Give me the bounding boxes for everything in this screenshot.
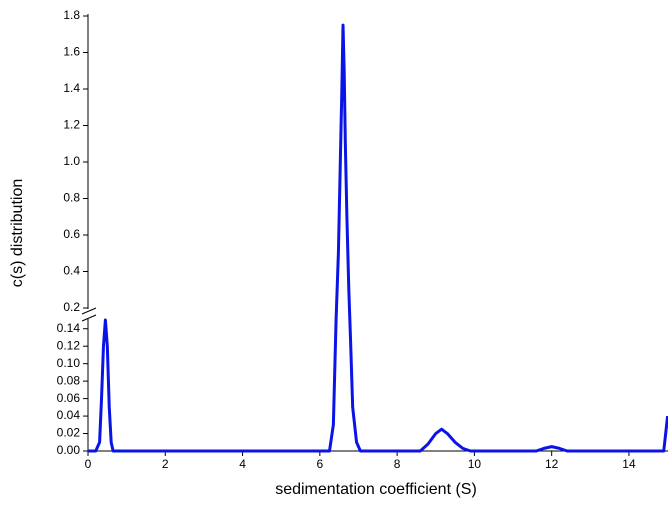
y-tick-label: 0.6 (63, 227, 80, 241)
x-tick-label: 4 (239, 457, 246, 471)
x-tick-label: 2 (162, 457, 169, 471)
x-tick-label: 0 (85, 457, 92, 471)
y-tick-label: 1.8 (63, 8, 80, 22)
y-tick-label: 0.4 (63, 264, 80, 278)
y-tick-label: 0.02 (57, 426, 81, 440)
y-tick-label: 0.14 (57, 321, 81, 335)
axis-break (81, 307, 97, 315)
y-tick-label: 0.8 (63, 191, 80, 205)
x-tick-label: 14 (622, 457, 636, 471)
y-tick-label: 1.6 (63, 45, 80, 59)
x-tick-label: 8 (394, 457, 401, 471)
y-tick-label: 0.04 (57, 408, 81, 422)
x-tick-label: 6 (316, 457, 323, 471)
axis-break (81, 314, 97, 322)
y-tick-label: 0.00 (57, 443, 81, 457)
x-tick-label: 10 (468, 457, 482, 471)
y-axis-label: c(s) distribution (9, 179, 26, 287)
y-tick-label: 1.0 (63, 154, 80, 168)
data-line (88, 23, 668, 453)
y-tick-label: 0.2 (63, 300, 80, 314)
y-tick-label: 1.2 (63, 118, 80, 132)
y-tick-label: 1.4 (63, 81, 80, 95)
y-tick-label: 0.12 (57, 338, 81, 352)
y-tick-label: 0.08 (57, 373, 81, 387)
y-tick-label: 0.10 (57, 356, 81, 370)
y-tick-label: 0.06 (57, 391, 81, 405)
x-tick-label: 12 (545, 457, 559, 471)
x-axis-label: sedimentation coefficient (S) (275, 481, 477, 498)
